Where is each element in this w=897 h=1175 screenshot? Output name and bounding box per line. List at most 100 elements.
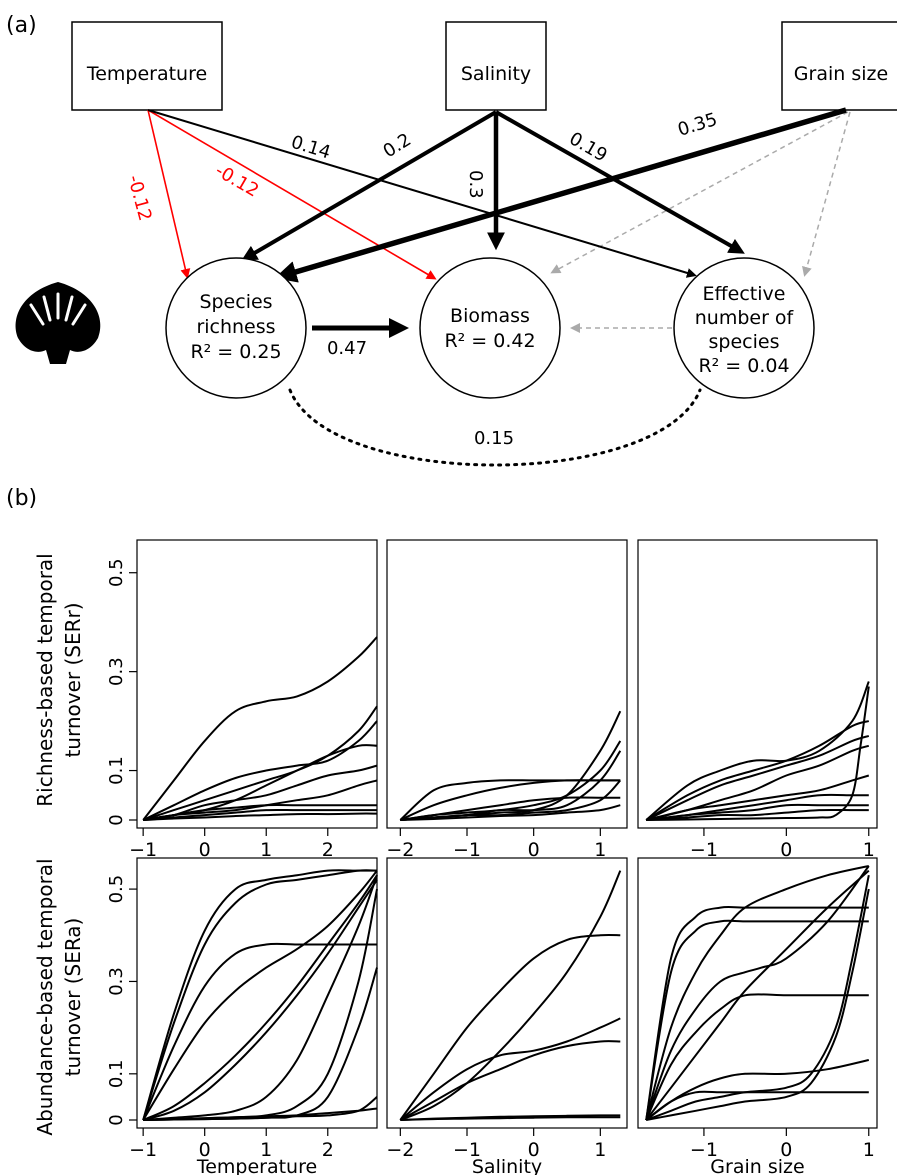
species-richness-r2: R² = 0.25 xyxy=(190,341,281,363)
path-temp-to-biomass xyxy=(147,109,437,280)
chart-frame xyxy=(637,857,878,1129)
series-line-6 xyxy=(645,869,870,1121)
coef-richness-effective-cov: 0.15 xyxy=(474,428,514,449)
x-tick-label: −1 xyxy=(129,1139,157,1161)
path-temp-to-richness xyxy=(147,109,191,279)
effective-number-node: Effective number of species R² = 0.04 xyxy=(673,257,815,399)
coef-temp-to-biomass: -0.12 xyxy=(212,160,263,201)
series-line-3 xyxy=(142,942,377,1121)
x-axis-label: Grain size xyxy=(710,1156,804,1175)
chart-panel-serr-3: −1 0 1 xyxy=(637,539,878,861)
series-line-4 xyxy=(399,1040,621,1121)
x-axis-label: Salinity xyxy=(472,1156,542,1175)
series-line-7 xyxy=(143,804,377,821)
series-line-1 xyxy=(142,869,377,1121)
series-line-9 xyxy=(143,812,378,821)
species-richness-line1: Species xyxy=(199,291,272,313)
y-tick-label: 0 xyxy=(106,1114,127,1125)
series-line-5 xyxy=(143,764,378,821)
series-line-6 xyxy=(142,879,378,1121)
chart-panel-sera-2: −2 −1 0 1 Salinity xyxy=(386,857,628,1175)
coef-sal-to-biomass: 0.3 xyxy=(465,170,486,199)
series-line-4 xyxy=(142,869,378,1121)
x-tick-label: −1 xyxy=(453,1139,481,1161)
effective-line1: Effective xyxy=(703,283,786,305)
effective-r2: R² = 0.04 xyxy=(698,355,789,377)
series-line-5 xyxy=(645,993,869,1121)
x-tick-label: 0 xyxy=(780,1139,792,1161)
biomass-node: Biomass R² = 0.42 xyxy=(419,257,561,399)
path-grain-to-effective xyxy=(802,111,851,277)
x-tick-label: 1 xyxy=(260,839,272,861)
chart-frame xyxy=(386,539,628,829)
series-line-3 xyxy=(645,865,870,1121)
series-line-1 xyxy=(645,905,869,1121)
x-tick-label: 0 xyxy=(199,1139,211,1161)
x-tick-label: 1 xyxy=(863,1139,875,1161)
series-line-1 xyxy=(399,933,621,1121)
x-axis-label: Temperature xyxy=(196,1156,317,1175)
grain-size-box-label: Grain size xyxy=(794,63,888,85)
series-line-1 xyxy=(645,681,870,821)
x-tick-label: 1 xyxy=(594,839,606,861)
path-temp-to-effective xyxy=(147,109,697,278)
series-line-3 xyxy=(645,734,870,821)
y-tick-label: 0.1 xyxy=(106,756,127,785)
series-line-6 xyxy=(400,1116,621,1121)
x-tick-label: 0 xyxy=(199,839,211,861)
series-line-3 xyxy=(399,1017,621,1121)
row-label-top-2: turnover (SERr) xyxy=(61,602,85,757)
chart-panel-sera-1: −1 0 1 2 0 0.1 0.3 0.5 Temperature xyxy=(106,857,378,1175)
coef-sal-to-effective: 0.19 xyxy=(566,128,611,166)
series-line-5 xyxy=(400,740,622,821)
x-tick-label: −2 xyxy=(386,1139,414,1161)
series-line-1 xyxy=(142,636,378,821)
y-tick-label: 0.5 xyxy=(106,558,127,587)
chart-panel-serr-2: −2 −1 0 1 xyxy=(386,539,628,861)
path-sal-to-richness xyxy=(241,110,498,261)
scallop-shell-icon xyxy=(15,282,101,364)
x-tick-label: 1 xyxy=(863,839,875,861)
coef-temp-to-richness: -0.12 xyxy=(123,173,155,223)
series-line-11 xyxy=(143,1107,378,1121)
x-tick-label: 2 xyxy=(322,839,334,861)
y-tick-label: 0.1 xyxy=(106,1059,127,1088)
coef-sal-to-richness: 0.2 xyxy=(380,129,415,162)
row-label-top-1: Richness-based temporal xyxy=(33,553,57,807)
x-tick-label: −1 xyxy=(690,839,718,861)
x-tick-label: 1 xyxy=(260,1139,272,1161)
biomass-line1: Biomass xyxy=(450,305,530,327)
x-tick-label: −1 xyxy=(690,1139,718,1161)
series-line-7 xyxy=(646,803,869,821)
effective-line2: number of xyxy=(695,307,795,329)
chart-frame xyxy=(637,539,878,829)
chart-frame xyxy=(136,539,378,829)
y-tick-label: 0 xyxy=(106,814,127,825)
row-label-bottom-1: Abundance-based temporal xyxy=(33,858,57,1135)
temperature-box-label: Temperature xyxy=(86,63,207,85)
series-line-10 xyxy=(646,888,870,1121)
series-line-2 xyxy=(142,869,378,1121)
series-line-2 xyxy=(399,870,622,1121)
panel-b-label: (b) xyxy=(6,486,37,511)
chart-frame xyxy=(136,857,378,1129)
chart-panel-serr-1: −1 0 1 2 0 0.1 0.3 0.5 xyxy=(106,539,378,861)
coef-grain-to-richness: 0.35 xyxy=(675,109,719,141)
species-richness-line2: richness xyxy=(196,316,275,338)
biomass-r2: R² = 0.42 xyxy=(444,330,535,352)
x-tick-label: 0 xyxy=(780,839,792,861)
series-line-2 xyxy=(645,720,870,821)
coef-richness-to-biomass: 0.47 xyxy=(327,338,367,359)
x-tick-label: −1 xyxy=(453,839,481,861)
series-line-3 xyxy=(142,705,378,821)
panel-a-label: (a) xyxy=(6,13,37,38)
x-tick-label: 2 xyxy=(322,1139,334,1161)
series-line-8 xyxy=(400,804,621,821)
series-line-5 xyxy=(645,774,870,821)
species-richness-node: Species richness R² = 0.25 xyxy=(165,257,307,399)
series-line-4 xyxy=(645,865,870,1121)
series-line-2 xyxy=(399,779,621,821)
temperature-box: Temperature xyxy=(71,21,223,111)
row-label-bottom-2: turnover (SERa) xyxy=(61,918,85,1077)
salinity-box-label: Salinity xyxy=(461,63,531,85)
